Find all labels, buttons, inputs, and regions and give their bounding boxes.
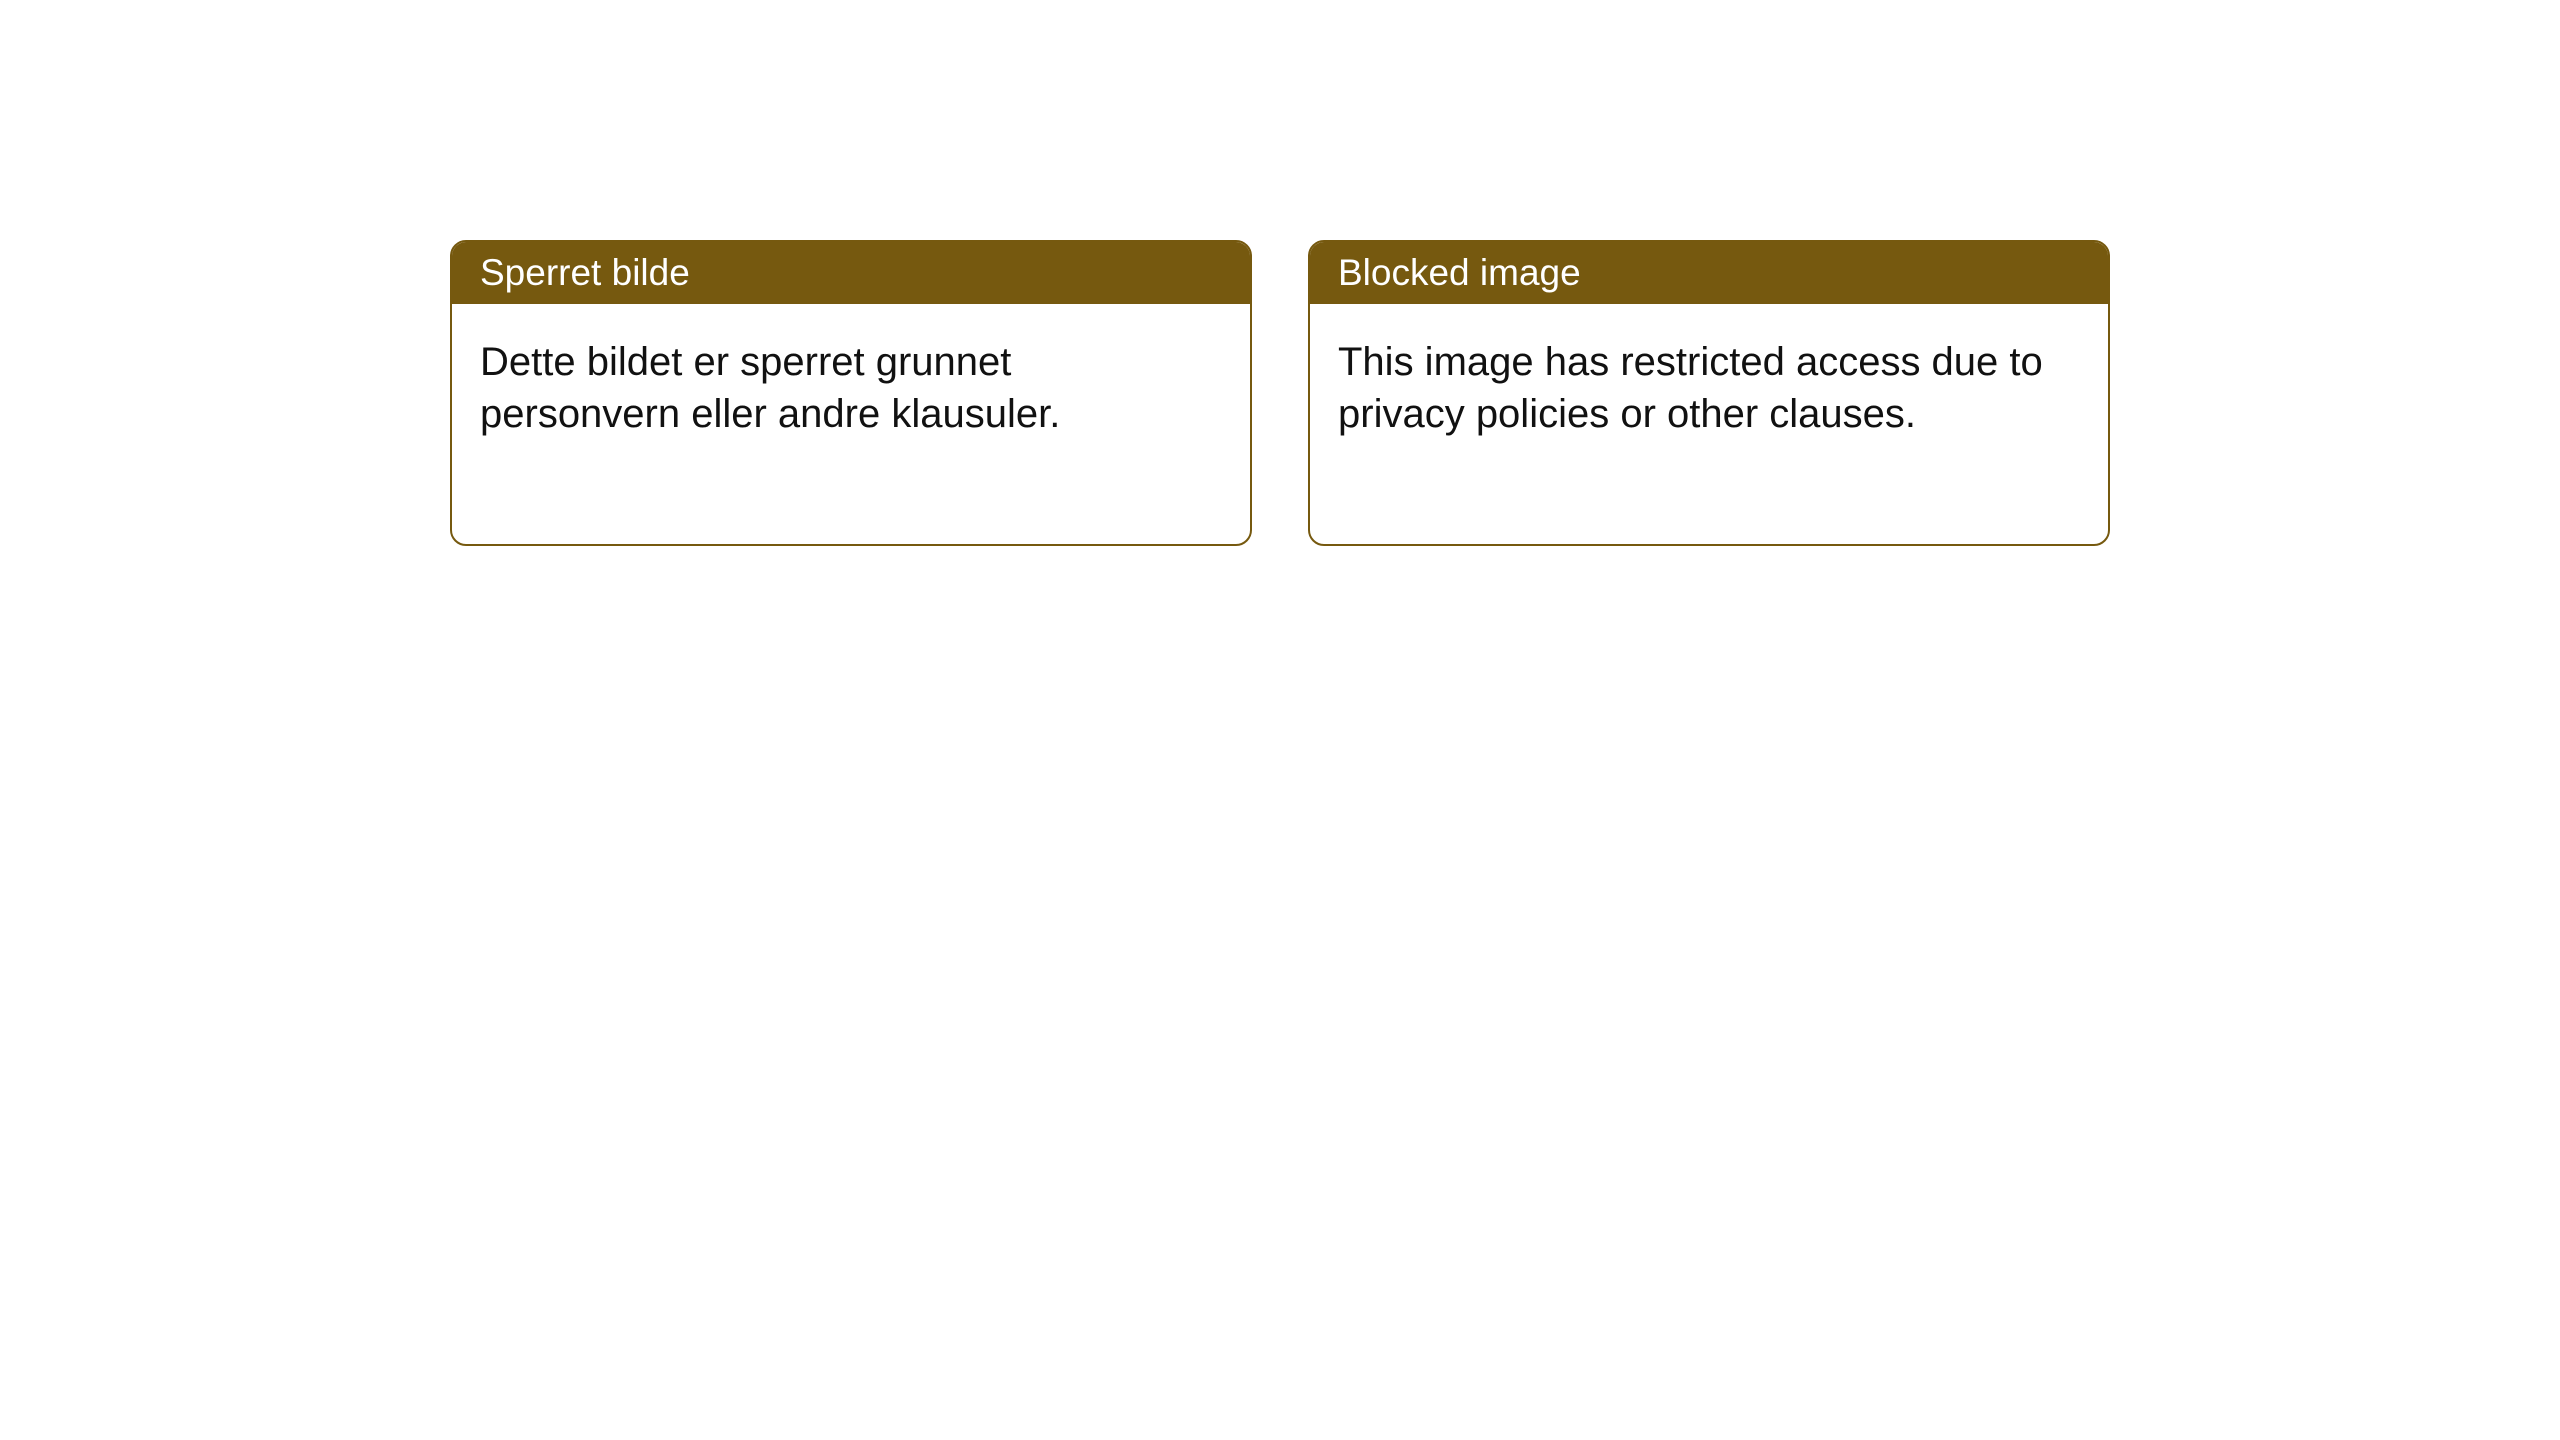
notice-body: Dette bildet er sperret grunnet personve… (452, 304, 1250, 544)
notice-title: Blocked image (1338, 252, 1581, 293)
notice-title: Sperret bilde (480, 252, 690, 293)
notice-text: Dette bildet er sperret grunnet personve… (480, 340, 1060, 436)
notice-card-english: Blocked image This image has restricted … (1308, 240, 2110, 546)
notice-container: Sperret bilde Dette bildet er sperret gr… (0, 0, 2560, 546)
notice-text: This image has restricted access due to … (1338, 340, 2043, 436)
notice-body: This image has restricted access due to … (1310, 304, 2108, 544)
notice-header: Blocked image (1310, 242, 2108, 304)
notice-card-norwegian: Sperret bilde Dette bildet er sperret gr… (450, 240, 1252, 546)
notice-header: Sperret bilde (452, 242, 1250, 304)
